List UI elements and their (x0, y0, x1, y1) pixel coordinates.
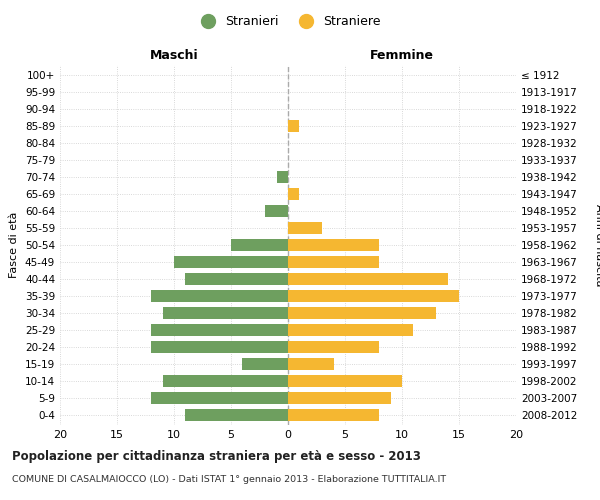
Y-axis label: Anni di nascita: Anni di nascita (594, 204, 600, 286)
Bar (265, 205, 288, 217)
Y-axis label: Fasce di età: Fasce di età (10, 212, 19, 278)
Bar (277, 171, 288, 183)
Bar (151, 324, 288, 336)
Bar (185, 273, 288, 285)
Bar (288, 341, 379, 353)
Text: COMUNE DI CASALMAIOCCO (LO) - Dati ISTAT 1° gennaio 2013 - Elaborazione TUTTITAL: COMUNE DI CASALMAIOCCO (LO) - Dati ISTAT… (12, 475, 446, 484)
Bar (288, 256, 379, 268)
Bar (163, 307, 288, 319)
Bar (288, 120, 299, 132)
Text: Femmine: Femmine (370, 48, 434, 62)
Bar (288, 358, 334, 370)
Bar (151, 290, 288, 302)
Bar (151, 341, 288, 353)
Bar (151, 392, 288, 404)
Text: Maschi: Maschi (149, 48, 199, 62)
Legend: Stranieri, Straniere: Stranieri, Straniere (190, 10, 386, 33)
Bar (185, 408, 288, 421)
Bar (288, 307, 436, 319)
Bar (288, 374, 402, 387)
Bar (288, 222, 322, 234)
Bar (288, 290, 459, 302)
Bar (288, 324, 413, 336)
Bar (242, 358, 288, 370)
Bar (163, 374, 288, 387)
Bar (231, 239, 288, 251)
Text: Popolazione per cittadinanza straniera per età e sesso - 2013: Popolazione per cittadinanza straniera p… (12, 450, 421, 463)
Bar (288, 273, 448, 285)
Bar (288, 239, 379, 251)
Bar (288, 392, 391, 404)
Bar (288, 408, 379, 421)
Bar (174, 256, 288, 268)
Bar (288, 188, 299, 200)
